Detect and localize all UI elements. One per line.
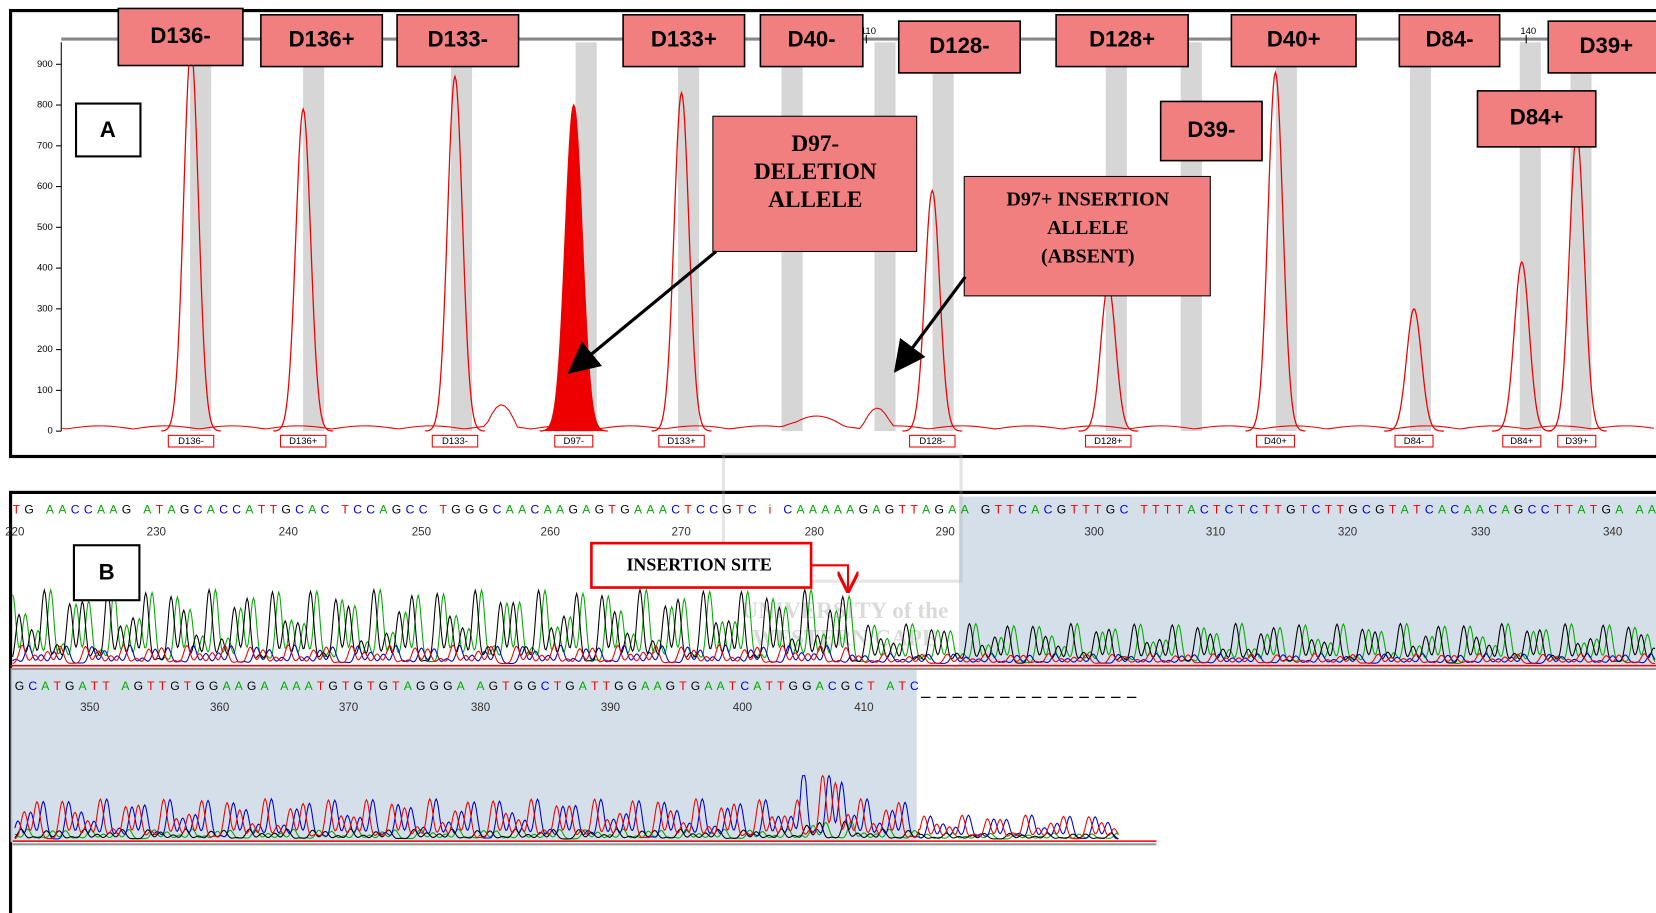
marker-label: D39- <box>1187 117 1235 142</box>
marker-label: D39+ <box>1580 33 1634 58</box>
insertion-label: INSERTION SITE <box>626 555 771 575</box>
position-label: 390 <box>601 701 620 714</box>
marker-label: D84+ <box>1510 105 1564 130</box>
y-tick-label: 100 <box>37 385 53 396</box>
shade <box>959 497 1656 666</box>
bin-label: D128+ <box>1094 436 1123 447</box>
position-label: 360 <box>210 701 229 714</box>
position-label: 370 <box>339 701 358 714</box>
panel-label: A <box>100 117 116 142</box>
position-label: 310 <box>1206 526 1225 539</box>
annotation-text: (ABSENT) <box>1041 245 1135 267</box>
x-tick-label: 140 <box>1520 26 1536 37</box>
y-tick-label: 500 <box>37 222 53 233</box>
y-tick-label: 700 <box>37 140 53 151</box>
position-label: 400 <box>733 701 752 714</box>
annotation-text: D97+ INSERTION <box>1006 188 1169 210</box>
position-label: 230 <box>147 526 166 539</box>
bin-label: D128- <box>919 436 945 447</box>
position-label: 350 <box>80 701 99 714</box>
position-label: 290 <box>936 526 955 539</box>
panel-label: B <box>99 560 115 585</box>
y-tick-label: 900 <box>37 59 53 70</box>
y-tick-label: 600 <box>37 181 53 192</box>
position-label: 380 <box>471 701 490 714</box>
position-label: 300 <box>1084 526 1103 539</box>
bin-label: D133+ <box>667 436 696 447</box>
bin-label: D40+ <box>1264 436 1287 447</box>
bin-bar <box>303 42 324 431</box>
bin-label: D136+ <box>289 436 318 447</box>
figure: 1101400100200300400500600700800900D136-D… <box>0 0 1656 913</box>
marker-label: D40- <box>788 27 836 52</box>
marker-label: D128+ <box>1089 27 1155 52</box>
y-tick-label: 300 <box>37 303 53 314</box>
bin-label: D97- <box>563 436 584 447</box>
position-label: 270 <box>671 526 690 539</box>
marker-label: D128- <box>929 33 989 58</box>
position-label: 240 <box>279 526 298 539</box>
annotation-text: DELETION <box>754 159 877 185</box>
bin-label: D136- <box>178 436 204 447</box>
marker-label: D136+ <box>289 27 355 52</box>
marker-label: D133- <box>428 27 488 52</box>
position-label: 340 <box>1603 526 1622 539</box>
position-label: 320 <box>1338 526 1357 539</box>
position-label: 260 <box>541 526 560 539</box>
position-label: 410 <box>854 701 873 714</box>
position-label: 250 <box>412 526 431 539</box>
marker-label: D40+ <box>1267 27 1321 52</box>
bin-label: D39+ <box>1565 436 1588 447</box>
marker-label: D84- <box>1425 27 1473 52</box>
position-label: 220 <box>5 526 24 539</box>
position-label: 330 <box>1471 526 1490 539</box>
marker-label: D136- <box>150 23 210 48</box>
y-tick-label: 400 <box>37 263 53 274</box>
position-label: 280 <box>805 526 824 539</box>
bin-label: D84+ <box>1510 436 1533 447</box>
y-tick-label: 200 <box>37 344 53 355</box>
marker-label: D133+ <box>651 27 717 52</box>
bin-bar <box>190 42 211 431</box>
annotation-text: D97- <box>791 131 839 157</box>
bin-label: D84- <box>1404 436 1425 447</box>
y-tick-label: 800 <box>37 100 53 111</box>
bin-bar <box>933 42 954 431</box>
annotation-text: ALLELE <box>768 187 862 213</box>
annotation-text: ALLELE <box>1047 217 1128 239</box>
y-tick-label: 0 <box>48 426 53 437</box>
bin-bar <box>1410 42 1431 431</box>
page: {"panel_a":{"label":"A","ylim":[0,954],"… <box>0 0 1656 913</box>
figure-content: 1101400100200300400500600700800900D136-D… <box>5 8 1656 913</box>
bin-label: D133- <box>442 436 468 447</box>
